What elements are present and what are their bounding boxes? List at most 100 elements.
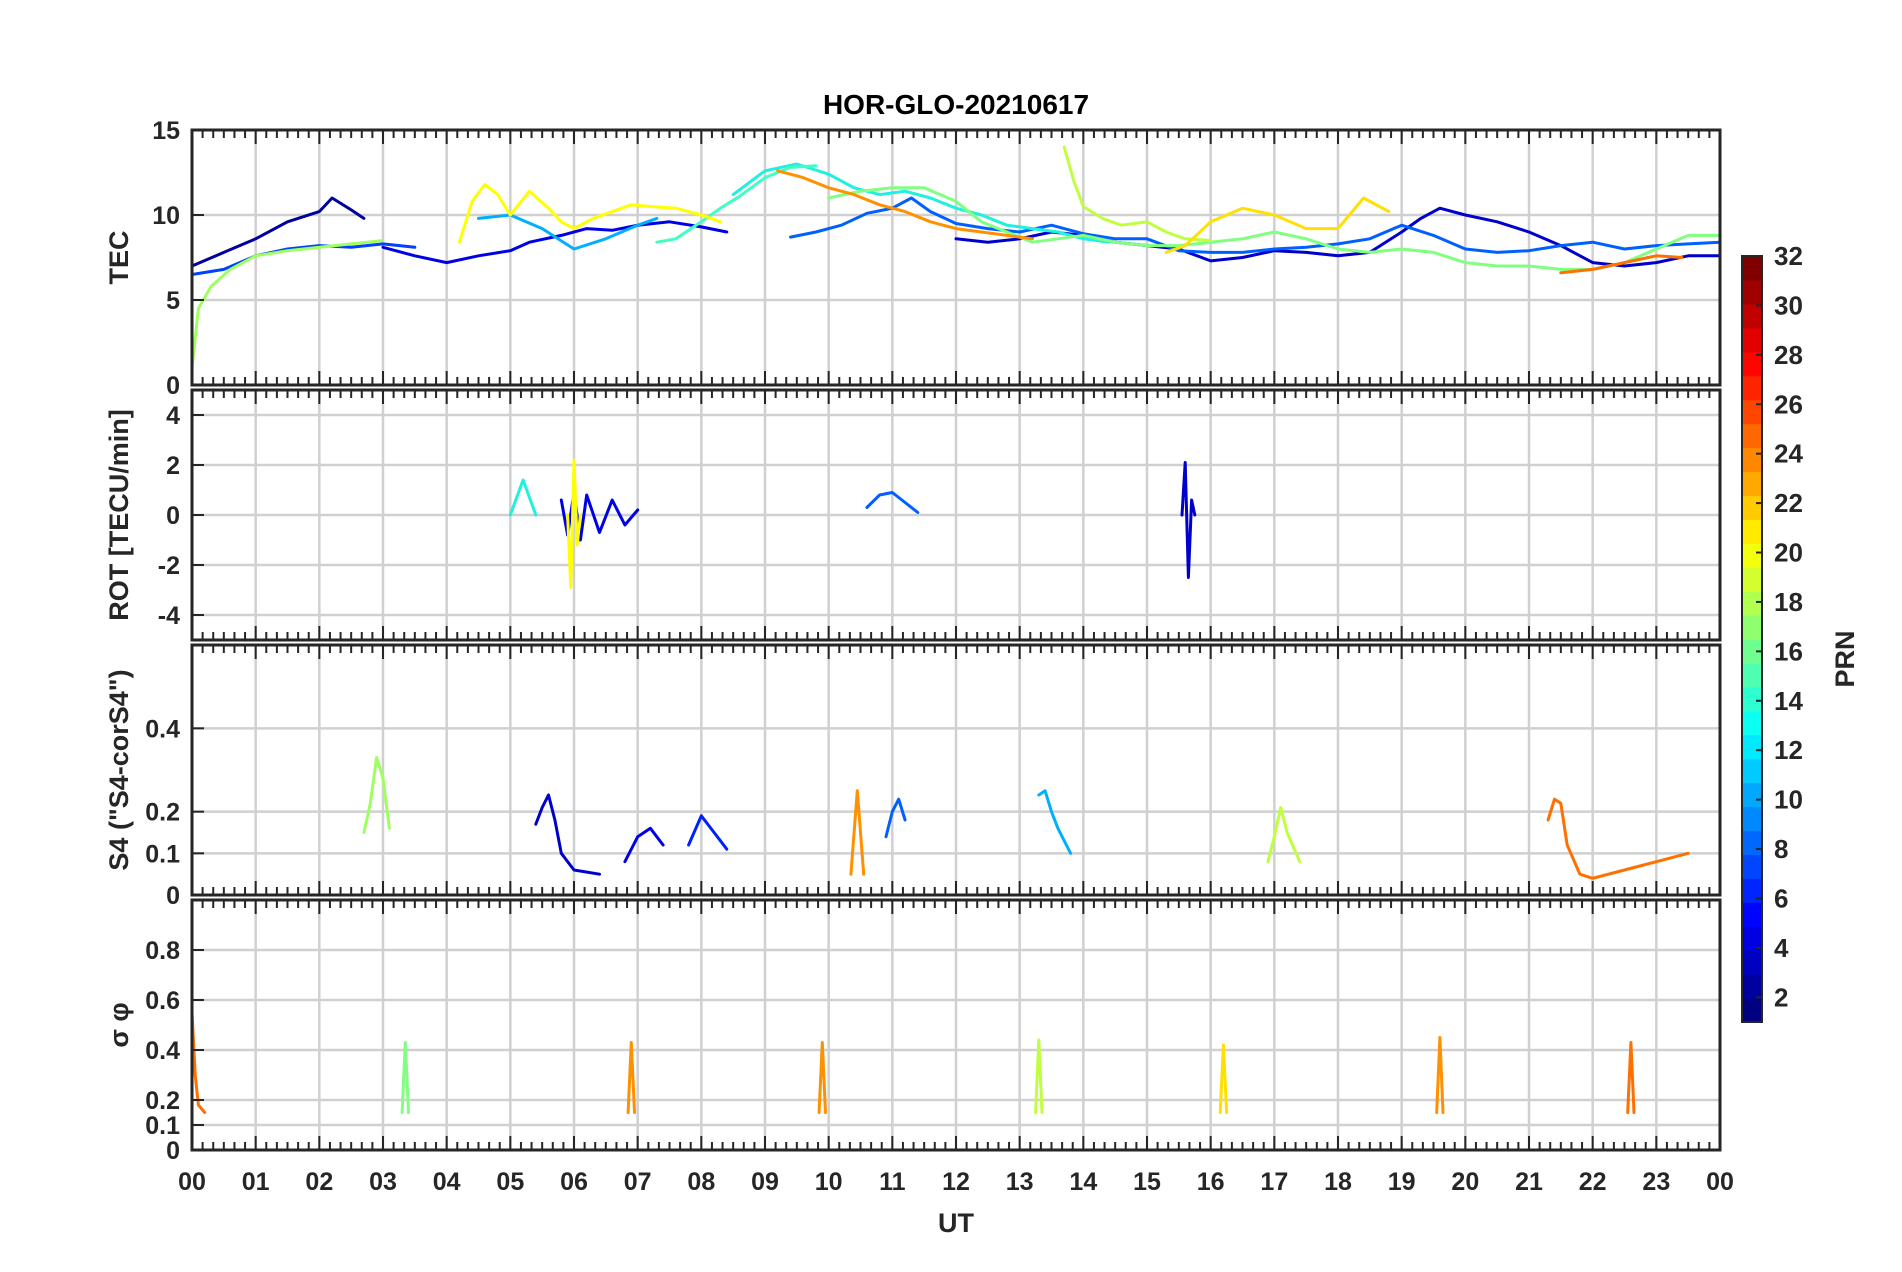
series-line-prn-23 bbox=[817, 1041, 827, 1114]
colorbar-step bbox=[1742, 950, 1762, 975]
colorbar-tick-label: 26 bbox=[1774, 389, 1803, 419]
y-tick-label: 0 bbox=[166, 882, 180, 910]
colorbar-step bbox=[1742, 686, 1762, 712]
x-tick-label: 00 bbox=[178, 1168, 206, 1196]
colorbar-tick-label: 6 bbox=[1774, 883, 1788, 913]
panel-1: 0 5 10 15 TEC bbox=[104, 117, 1722, 400]
colorbar-step bbox=[1742, 830, 1762, 856]
chart-title: HOR-GLO-20210617 bbox=[823, 89, 1089, 120]
panel-4: 00.10.2 0.4 0.6 0.8 σ φ bbox=[104, 898, 1722, 1165]
colorbar-tick-label: 22 bbox=[1774, 488, 1803, 518]
y-axis-title: TEC bbox=[104, 231, 134, 285]
x-tick-label: 23 bbox=[1642, 1168, 1670, 1196]
series-line-prn-11 bbox=[1037, 789, 1073, 855]
colorbar-step bbox=[1742, 854, 1762, 879]
series-line-prn-2 bbox=[192, 196, 366, 268]
colorbar-tick-label: 2 bbox=[1774, 982, 1788, 1012]
series-line-prn-16 bbox=[827, 186, 1720, 271]
x-tick-label: 19 bbox=[1388, 1168, 1416, 1196]
y-axis-title: ROT [TECU/min] bbox=[104, 409, 134, 620]
y-tick-label: 0 bbox=[166, 372, 180, 400]
colorbar-tick-label: 32 bbox=[1774, 241, 1803, 271]
colorbar-step bbox=[1742, 519, 1762, 544]
x-tick-label: 01 bbox=[242, 1168, 270, 1196]
series-line-prn-13 bbox=[508, 478, 538, 517]
series-line-prn-20 bbox=[457, 182, 722, 244]
series-line-prn-17 bbox=[362, 756, 391, 834]
y-axis-title: S4 ("S4-corS4") bbox=[104, 669, 134, 870]
x-tick-label: 13 bbox=[1006, 1168, 1034, 1196]
x-tick-label: 10 bbox=[815, 1168, 843, 1196]
y-tick-label: 0.8 bbox=[145, 937, 180, 965]
x-tick-label: 17 bbox=[1260, 1168, 1288, 1196]
colorbar-step bbox=[1742, 495, 1762, 520]
y-tick-label: 5 bbox=[166, 287, 180, 315]
colorbar-step bbox=[1742, 974, 1762, 999]
y-tick-label: 4 bbox=[166, 402, 180, 430]
colorbar-step bbox=[1742, 327, 1762, 353]
series-line-prn-24 bbox=[192, 1011, 207, 1114]
x-tick-label: 07 bbox=[624, 1168, 652, 1196]
panel-3: 0 0.1 0.2 0.4 S4 ("S4-corS4") bbox=[104, 643, 1722, 910]
x-tick-label: 05 bbox=[496, 1168, 524, 1196]
series-line-prn-21 bbox=[1164, 196, 1391, 254]
colorbar-step bbox=[1742, 902, 1762, 927]
panel-ticks bbox=[191, 390, 1721, 640]
colorbar-step bbox=[1742, 806, 1762, 832]
y-tick-label: 0 bbox=[166, 1137, 180, 1165]
series-line-prn-21 bbox=[1218, 1043, 1229, 1114]
x-tick-label: 06 bbox=[560, 1168, 588, 1196]
colorbar-tick-label: 10 bbox=[1774, 785, 1803, 815]
colorbar-step bbox=[1742, 543, 1762, 568]
colorbar-step bbox=[1742, 710, 1762, 736]
colorbar-tick-label: 28 bbox=[1774, 340, 1803, 370]
colorbar-tick-label: 8 bbox=[1774, 834, 1788, 864]
series-line-prn-16 bbox=[400, 1041, 410, 1114]
series-line-prn-7 bbox=[192, 242, 417, 276]
series-line-prn-8 bbox=[884, 797, 907, 839]
x-tick-label: 21 bbox=[1515, 1168, 1543, 1196]
y-tick-label: -2 bbox=[158, 552, 180, 580]
x-tick-label: 12 bbox=[942, 1168, 970, 1196]
colorbar-tick-label: 30 bbox=[1774, 290, 1803, 320]
series-line-prn-20 bbox=[566, 458, 582, 589]
y-axis-title: σ φ bbox=[104, 1002, 134, 1047]
series-line-prn-4 bbox=[559, 491, 640, 542]
series-line-prn-5 bbox=[687, 814, 729, 851]
x-tick-label: 09 bbox=[751, 1168, 779, 1196]
colorbar-step bbox=[1742, 926, 1762, 951]
x-tick-label: 03 bbox=[369, 1168, 397, 1196]
series-line-prn-23 bbox=[626, 1041, 636, 1114]
series-line-prn-24 bbox=[1546, 797, 1690, 880]
y-tick-label: 0.4 bbox=[145, 715, 180, 743]
panel-2: -4 -2 0 2 4 ROT [TECU/min] bbox=[104, 388, 1722, 642]
y-tick-label: 0.1 bbox=[145, 840, 180, 868]
series-line-prn-17 bbox=[192, 239, 385, 370]
colorbar-step bbox=[1742, 423, 1762, 449]
x-tick-label: 22 bbox=[1579, 1168, 1607, 1196]
colorbar-step bbox=[1742, 662, 1762, 688]
panel-series bbox=[192, 145, 1720, 370]
colorbar-step bbox=[1742, 639, 1762, 664]
colorbar-step bbox=[1742, 734, 1762, 760]
colorbar-step bbox=[1742, 471, 1762, 496]
x-tick-label: 08 bbox=[687, 1168, 715, 1196]
y-tick-label: 0.6 bbox=[145, 987, 180, 1015]
y-tick-label: 0.1 bbox=[145, 1112, 180, 1140]
x-axis-title: UT bbox=[938, 1208, 974, 1238]
x-axis: 00 01 02 03 04 05 06 07 08 09 10 11 12 13 14 15 16 17 18 19… bbox=[178, 1168, 1734, 1196]
colorbar-step bbox=[1742, 878, 1762, 903]
x-tick-label: 11 bbox=[879, 1168, 906, 1196]
series-line-prn-4 bbox=[381, 220, 729, 265]
y-tick-label: -4 bbox=[158, 602, 180, 630]
series-line-prn-8 bbox=[865, 491, 920, 514]
x-tick-label: 14 bbox=[1069, 1168, 1097, 1196]
colorbar-step bbox=[1742, 303, 1762, 329]
series-line-prn-18 bbox=[1266, 806, 1302, 864]
x-tick-label: 04 bbox=[433, 1168, 461, 1196]
series-line-prn-23 bbox=[1435, 1036, 1445, 1114]
panel-series bbox=[192, 1011, 1636, 1114]
y-tick-label: 0 bbox=[166, 502, 180, 530]
x-tick-label: 18 bbox=[1324, 1168, 1352, 1196]
